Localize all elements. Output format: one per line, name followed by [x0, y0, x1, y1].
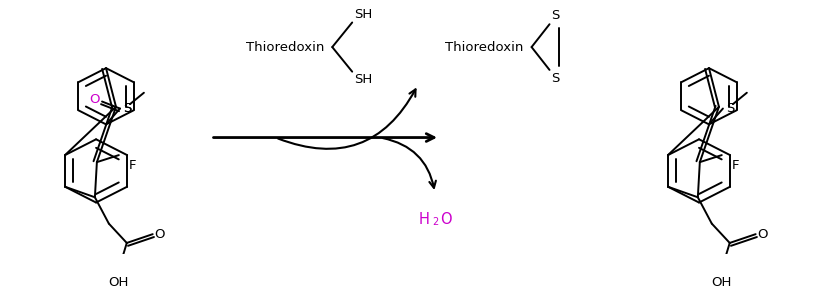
Text: S: S	[552, 72, 560, 85]
FancyArrowPatch shape	[278, 89, 415, 149]
Text: Thioredoxin: Thioredoxin	[445, 41, 523, 54]
Text: OH: OH	[109, 276, 129, 288]
Text: O: O	[757, 228, 768, 241]
Text: 2: 2	[432, 217, 438, 227]
Text: S: S	[123, 102, 131, 115]
Text: O: O	[90, 93, 100, 106]
Text: F: F	[129, 159, 136, 172]
Text: SH: SH	[354, 8, 372, 21]
FancyArrowPatch shape	[383, 138, 436, 188]
Text: S: S	[726, 102, 734, 115]
Text: S: S	[552, 10, 560, 22]
Text: O: O	[155, 228, 165, 241]
Text: H: H	[419, 212, 430, 227]
Text: OH: OH	[712, 276, 732, 288]
Text: F: F	[732, 159, 739, 172]
Text: S: S	[123, 102, 131, 115]
Text: Thioredoxin: Thioredoxin	[246, 41, 324, 54]
Text: SH: SH	[354, 73, 372, 86]
Text: O: O	[440, 212, 451, 227]
